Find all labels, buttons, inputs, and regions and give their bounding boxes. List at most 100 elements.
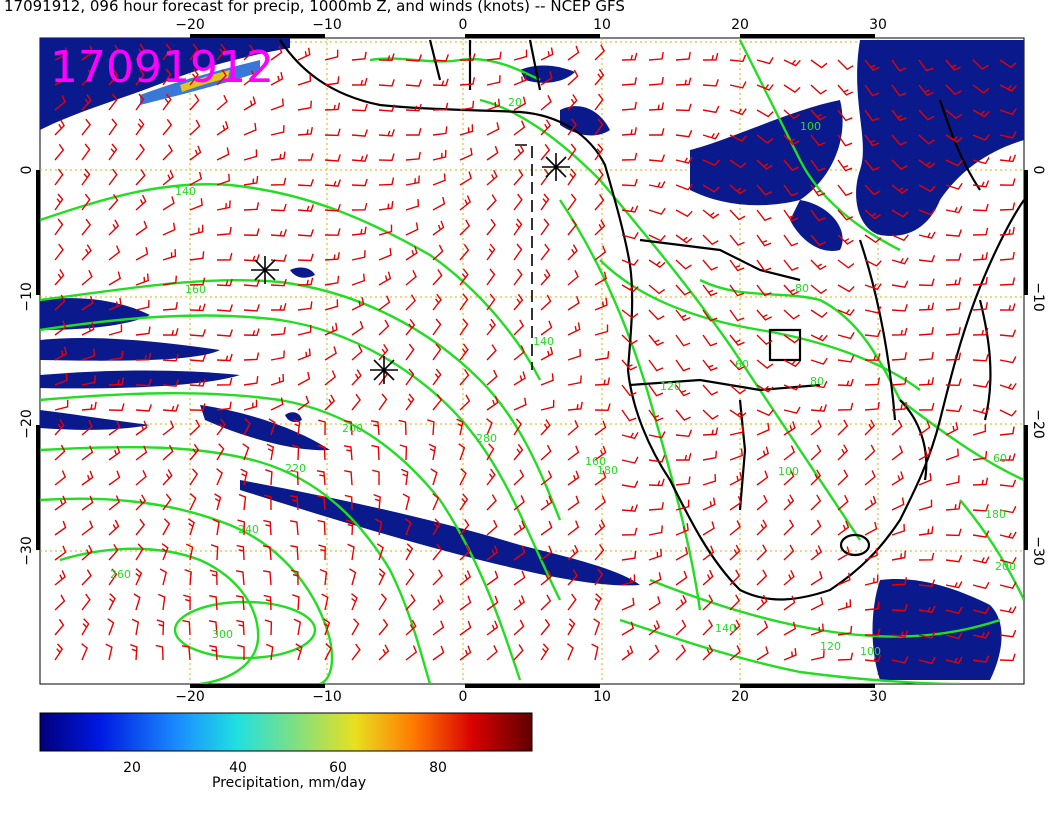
latitude-label: −10 [19, 282, 35, 312]
wind-barb [486, 545, 499, 561]
wind-barb [135, 43, 146, 61]
wind-barb [81, 348, 96, 361]
wind-barb [540, 495, 553, 511]
wind-barb [405, 543, 414, 561]
wind-barb [378, 568, 386, 586]
wind-barb [729, 309, 745, 322]
wind-barb [729, 81, 747, 89]
wind-barb [837, 308, 855, 316]
wind-barb [351, 202, 368, 211]
wind-barb [324, 154, 341, 162]
wind-barb [675, 359, 691, 372]
wind-barb [567, 322, 581, 336]
wind-barb [216, 147, 230, 161]
wind-barb [891, 234, 909, 242]
wind-barb [270, 373, 285, 386]
wind-barb [135, 118, 145, 136]
colorbar-tick: 20 [123, 760, 141, 776]
wind-barb [159, 568, 168, 586]
contour-label: 160 [585, 455, 606, 468]
wind-barb [459, 468, 467, 486]
wind-barb [891, 184, 909, 194]
wind-barb [999, 131, 1017, 139]
wind-barb [81, 569, 92, 586]
wind-barb [648, 309, 665, 321]
wind-barb [405, 54, 422, 62]
wind-barb [216, 43, 227, 61]
wind-barb [216, 69, 227, 86]
wind-barb [675, 77, 692, 86]
wind-barb [783, 445, 796, 461]
wind-barb [513, 644, 524, 661]
wind-barb [405, 246, 418, 261]
wind-barb [81, 495, 94, 511]
wind-barb [324, 346, 337, 361]
wind-barb [270, 350, 285, 361]
wind-barb [918, 446, 932, 461]
wind-barb [162, 404, 179, 412]
wind-barb [378, 644, 390, 661]
wind-barb [621, 527, 638, 536]
wind-barb [837, 444, 849, 461]
wind-barb [594, 403, 611, 412]
wind-barb [459, 519, 470, 536]
wind-barb [513, 570, 526, 586]
wind-barb [648, 525, 663, 536]
wind-barb [540, 470, 553, 486]
wind-barb [54, 470, 67, 486]
wind-barb [756, 334, 773, 345]
wind-barb [891, 550, 906, 561]
wind-barb [351, 77, 368, 86]
wind-barb [810, 134, 826, 147]
wind-barb [135, 568, 143, 586]
wind-barb [675, 619, 687, 636]
wind-barb [133, 593, 141, 611]
wind-barb [594, 445, 607, 461]
wind-barb [378, 295, 391, 311]
wind-barb [351, 369, 362, 386]
wind-barb [400, 468, 409, 486]
wind-barb [810, 380, 828, 389]
wind-barb [945, 404, 963, 413]
wind-barb [675, 183, 693, 191]
wind-barb [648, 259, 666, 268]
wind-barb [594, 377, 611, 386]
wind-barb [621, 52, 638, 61]
wind-barb [675, 309, 691, 322]
wind-barb [513, 144, 525, 161]
wind-barb [486, 443, 495, 461]
wind-barb [972, 606, 990, 615]
colorbar-ticks: 20 40 60 80 [123, 760, 447, 776]
wind-barb [540, 218, 550, 236]
wind-barb [135, 518, 146, 536]
wind-barb [432, 569, 444, 586]
longitude-label: 0 [459, 17, 468, 33]
wind-barb [756, 519, 768, 536]
wind-barb [243, 175, 259, 186]
wind-barb [675, 103, 692, 112]
wind-barb [513, 49, 528, 61]
wind-barb [756, 422, 770, 436]
wind-barb [297, 47, 311, 61]
wind-barb [324, 228, 341, 236]
wind-barb [945, 378, 962, 387]
contour-label: 180 [985, 508, 1006, 521]
wind-barb [459, 100, 475, 111]
wind-barb [81, 401, 97, 411]
wind-barb [648, 502, 664, 511]
wind-barb [297, 178, 314, 187]
wind-barb [161, 543, 169, 561]
wind-barb [398, 419, 407, 436]
wind-barb [621, 309, 639, 319]
wind-barb [810, 184, 826, 197]
contour-label: 140 [715, 622, 736, 635]
wind-barb [343, 445, 353, 461]
wind-barb [54, 520, 67, 536]
wind-barb [189, 43, 199, 61]
wind-barb [135, 143, 145, 161]
wind-barb [864, 574, 879, 586]
wind-barb [837, 378, 854, 387]
wind-barb [999, 409, 1017, 417]
wind-barb [567, 193, 577, 211]
wind-barb [54, 495, 67, 511]
